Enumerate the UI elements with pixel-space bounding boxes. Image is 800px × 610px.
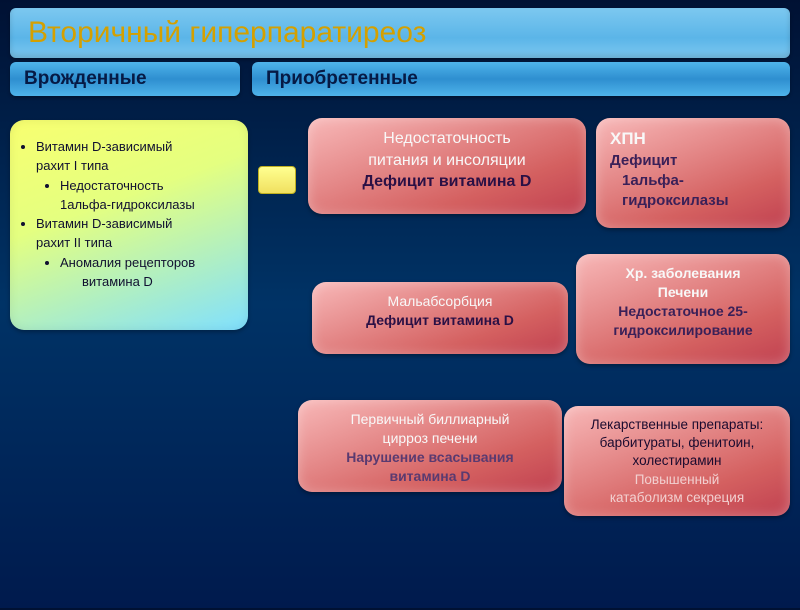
tab-congenital: Врожденные (10, 62, 240, 96)
page-title: Вторичный гиперпаратиреоз (10, 8, 790, 58)
list-item: Недостаточность 1альфа-гидроксилазы (60, 177, 238, 215)
card-ckd: ХПН Дефицит 1альфа- гидроксилазы (596, 118, 790, 228)
card-malabsorption: Мальабсорбция Дефицит витамина D (312, 282, 568, 354)
connector-marker (258, 166, 296, 194)
list-item: Аномалия рецепторов витамина D (60, 254, 238, 292)
card-liver-disease: Хр. заболевания Печени Недостаточное 25-… (576, 254, 790, 364)
diagram-area: Витамин D-зависимый рахит I типа Недоста… (10, 110, 790, 610)
tab-acquired: Приобретенные (252, 62, 790, 96)
list-item: Витамин D-зависимый рахит I типа (36, 138, 238, 176)
card-nutrition-insolation: Недостаточность питания и инсоляции Дефи… (308, 118, 586, 214)
card-drugs: Лекарственные препараты: барбитураты, фе… (564, 406, 790, 516)
card-biliary-cirrhosis: Первичный биллиарный цирроз печени Наруш… (298, 400, 562, 492)
congenital-box: Витамин D-зависимый рахит I типа Недоста… (10, 120, 248, 330)
category-tabs: Врожденные Приобретенные (10, 62, 790, 96)
list-item: Витамин D-зависимый рахит II типа (36, 215, 238, 253)
